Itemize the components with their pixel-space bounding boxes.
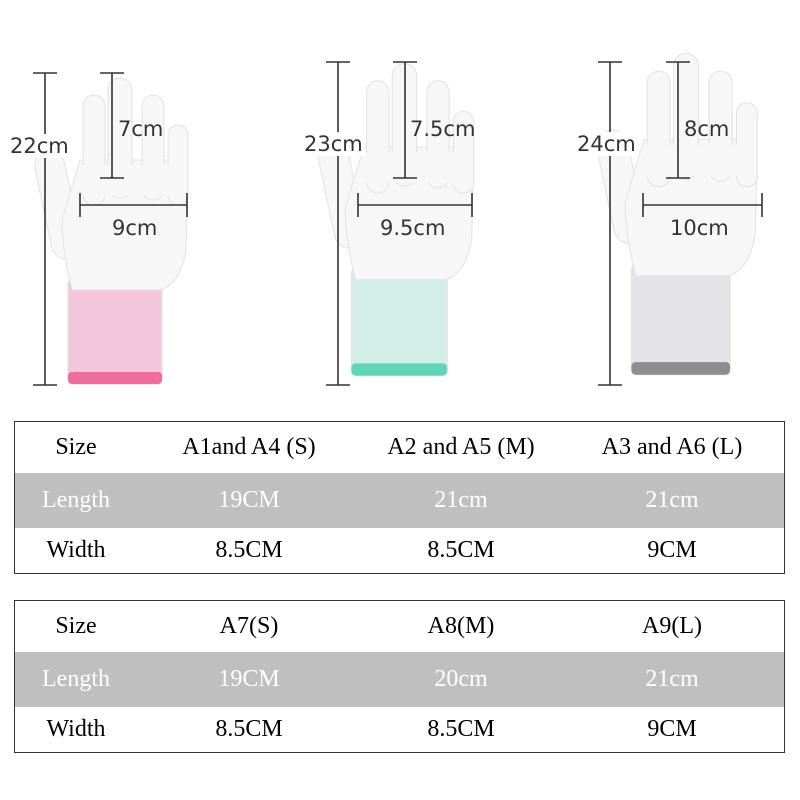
- size-table-a1-a6: Size A1and A4 (S) A2 and A5 (M) A3 and A…: [14, 421, 785, 574]
- header-cell: Size: [55, 613, 97, 639]
- glove-m-finger-label: 7.5cm: [410, 117, 476, 141]
- glove-s-length-label: 22cm: [8, 134, 71, 158]
- header-cell: A2 and A5 (M): [387, 434, 535, 460]
- row-label: Width: [46, 715, 106, 742]
- glove-l-width-label: 10cm: [670, 216, 729, 240]
- table-cell: 19CM: [218, 487, 280, 513]
- glove-palm-fill: [646, 144, 756, 177]
- table-cell: 9CM: [647, 715, 697, 742]
- table-row-length: Length 19CM 20cm 21cm: [15, 652, 784, 707]
- table-cell: 8.5CM: [427, 715, 495, 742]
- gloves-illustration: [33, 52, 763, 386]
- row-label: Length: [42, 487, 110, 513]
- table-cell: 21cm: [645, 666, 699, 692]
- table-cell: 19CM: [218, 666, 280, 692]
- glove-m-length-label: 23cm: [302, 132, 365, 156]
- glove-l-length-label: 24cm: [575, 132, 638, 156]
- header-cell: A9(L): [642, 613, 702, 639]
- table-cell: 20cm: [434, 666, 488, 692]
- glove-cuff-band: [631, 362, 731, 375]
- header-cell: Size: [55, 434, 97, 460]
- glove-palm-fill: [82, 165, 186, 195]
- header-cell: A7(S): [219, 613, 279, 639]
- table-cell: 8.5CM: [215, 536, 283, 563]
- header-cell: A1and A4 (S): [182, 434, 316, 460]
- glove-cuff-band: [351, 363, 448, 376]
- glove-m-width-label: 9.5cm: [380, 216, 446, 240]
- glove-cuff: [350, 266, 448, 377]
- glove-s: [34, 77, 189, 385]
- table-row-width: Width 8.5CM 8.5CM 9CM: [15, 707, 784, 751]
- table-header-row: Size A1and A4 (S) A2 and A5 (M) A3 and A…: [15, 422, 784, 473]
- glove-l-finger-label: 8cm: [684, 117, 730, 141]
- table-cell: 8.5CM: [215, 715, 283, 742]
- table-cell: 9CM: [647, 536, 697, 563]
- table-cell: 21cm: [434, 487, 488, 513]
- glove-l: [595, 52, 758, 376]
- size-table-a7-a9: Size A7(S) A8(M) A9(L) Length 19CM 20cm …: [14, 600, 785, 753]
- glove-cuff: [67, 277, 163, 385]
- table-header-row: Size A7(S) A8(M) A9(L): [15, 601, 784, 652]
- glove-cuff-band: [68, 372, 162, 384]
- table-row-width: Width 8.5CM 8.5CM 9CM: [15, 528, 784, 572]
- glove-s-width-label: 9cm: [112, 216, 158, 240]
- glove-cuff: [630, 262, 731, 376]
- row-label: Length: [42, 666, 110, 692]
- glove-palm-fill: [365, 152, 472, 183]
- table-cell: 8.5CM: [427, 536, 495, 563]
- header-cell: A8(M): [427, 613, 495, 639]
- header-cell: A3 and A6 (L): [601, 434, 743, 460]
- table-cell: 21cm: [645, 487, 699, 513]
- glove-s-finger-label: 7cm: [118, 117, 164, 141]
- row-label: Width: [46, 536, 106, 563]
- table-row-length: Length 19CM 21cm 21cm: [15, 473, 784, 528]
